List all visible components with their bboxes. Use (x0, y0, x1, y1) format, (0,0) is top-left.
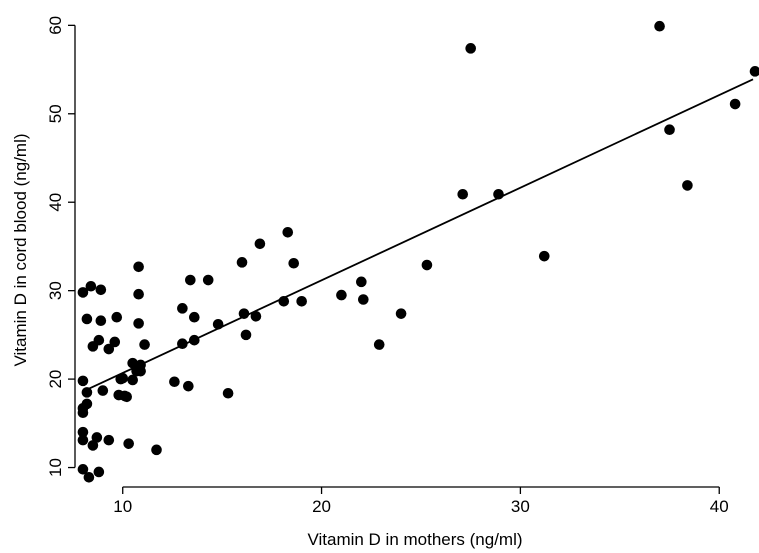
data-point (240, 329, 252, 341)
data-point (538, 250, 550, 262)
x-tick-label: 40 (710, 497, 729, 516)
data-point (356, 276, 367, 288)
data-point (103, 343, 115, 355)
x-axis-title: Vitamin D in mothers (ng/ml) (307, 530, 522, 549)
y-tick-label: 20 (46, 370, 65, 389)
y-tick-label: 50 (46, 104, 65, 123)
data-point (95, 284, 107, 296)
data-point (87, 440, 99, 451)
data-point (135, 365, 146, 377)
data-point (103, 434, 115, 446)
data-point (95, 315, 107, 327)
data-point (202, 274, 214, 286)
data-point (183, 380, 194, 392)
data-point (83, 471, 95, 483)
data-point (139, 339, 150, 350)
data-point (278, 295, 290, 307)
data-point (250, 311, 262, 322)
data-point (296, 295, 307, 307)
data-point (93, 466, 105, 478)
y-axis-title: Vitamin D in cord blood (ng/ml) (11, 133, 30, 366)
data-point (151, 444, 162, 456)
x-tick-label: 20 (312, 497, 331, 516)
data-point (493, 188, 504, 200)
data-point (336, 289, 347, 301)
data-point (288, 257, 300, 269)
data-point (111, 311, 123, 323)
data-point (81, 387, 93, 398)
data-point (465, 43, 476, 54)
data-point (749, 66, 759, 77)
data-point (189, 311, 200, 323)
x-tick-label: 10 (113, 497, 132, 516)
data-point (236, 257, 248, 268)
data-point (185, 274, 196, 286)
data-point (81, 313, 93, 325)
data-point (177, 338, 188, 350)
y-tick-label: 10 (46, 458, 65, 477)
data-point (133, 261, 144, 273)
data-point (77, 434, 89, 446)
data-point (421, 259, 433, 271)
data-point (222, 387, 234, 399)
data-point (664, 124, 675, 136)
data-point (212, 318, 224, 330)
data-point (77, 464, 89, 475)
data-point (457, 188, 469, 200)
data-point (117, 372, 129, 384)
data-point (169, 376, 180, 388)
x-tick-label: 30 (511, 497, 530, 516)
data-point (85, 280, 97, 292)
y-axis-ticks: 10 20 30 40 50 60 (46, 16, 75, 477)
data-point (282, 226, 294, 238)
data-point (238, 308, 250, 319)
data-point (682, 180, 693, 191)
data-point (127, 357, 138, 369)
data-point (127, 374, 138, 386)
data-points (77, 20, 759, 483)
data-point (133, 318, 144, 329)
y-tick-label: 40 (46, 193, 65, 212)
data-point (133, 288, 144, 300)
y-tick-label: 60 (46, 16, 65, 35)
data-point (373, 339, 385, 350)
data-point (97, 385, 109, 396)
data-point (121, 391, 132, 403)
data-point (77, 407, 89, 419)
data-point (109, 336, 121, 348)
data-point (91, 432, 103, 443)
data-point (395, 308, 407, 319)
y-tick-label: 30 (46, 281, 65, 300)
data-point (654, 20, 665, 32)
data-point (254, 238, 266, 250)
data-point (358, 294, 369, 305)
data-point (77, 426, 89, 438)
data-point (77, 287, 89, 298)
data-point (123, 438, 134, 449)
data-point (729, 98, 741, 110)
x-axis-ticks: 10 20 30 40 (113, 487, 729, 516)
data-point (189, 334, 200, 346)
data-point (77, 375, 89, 387)
data-point (93, 334, 105, 346)
data-point (177, 303, 188, 314)
